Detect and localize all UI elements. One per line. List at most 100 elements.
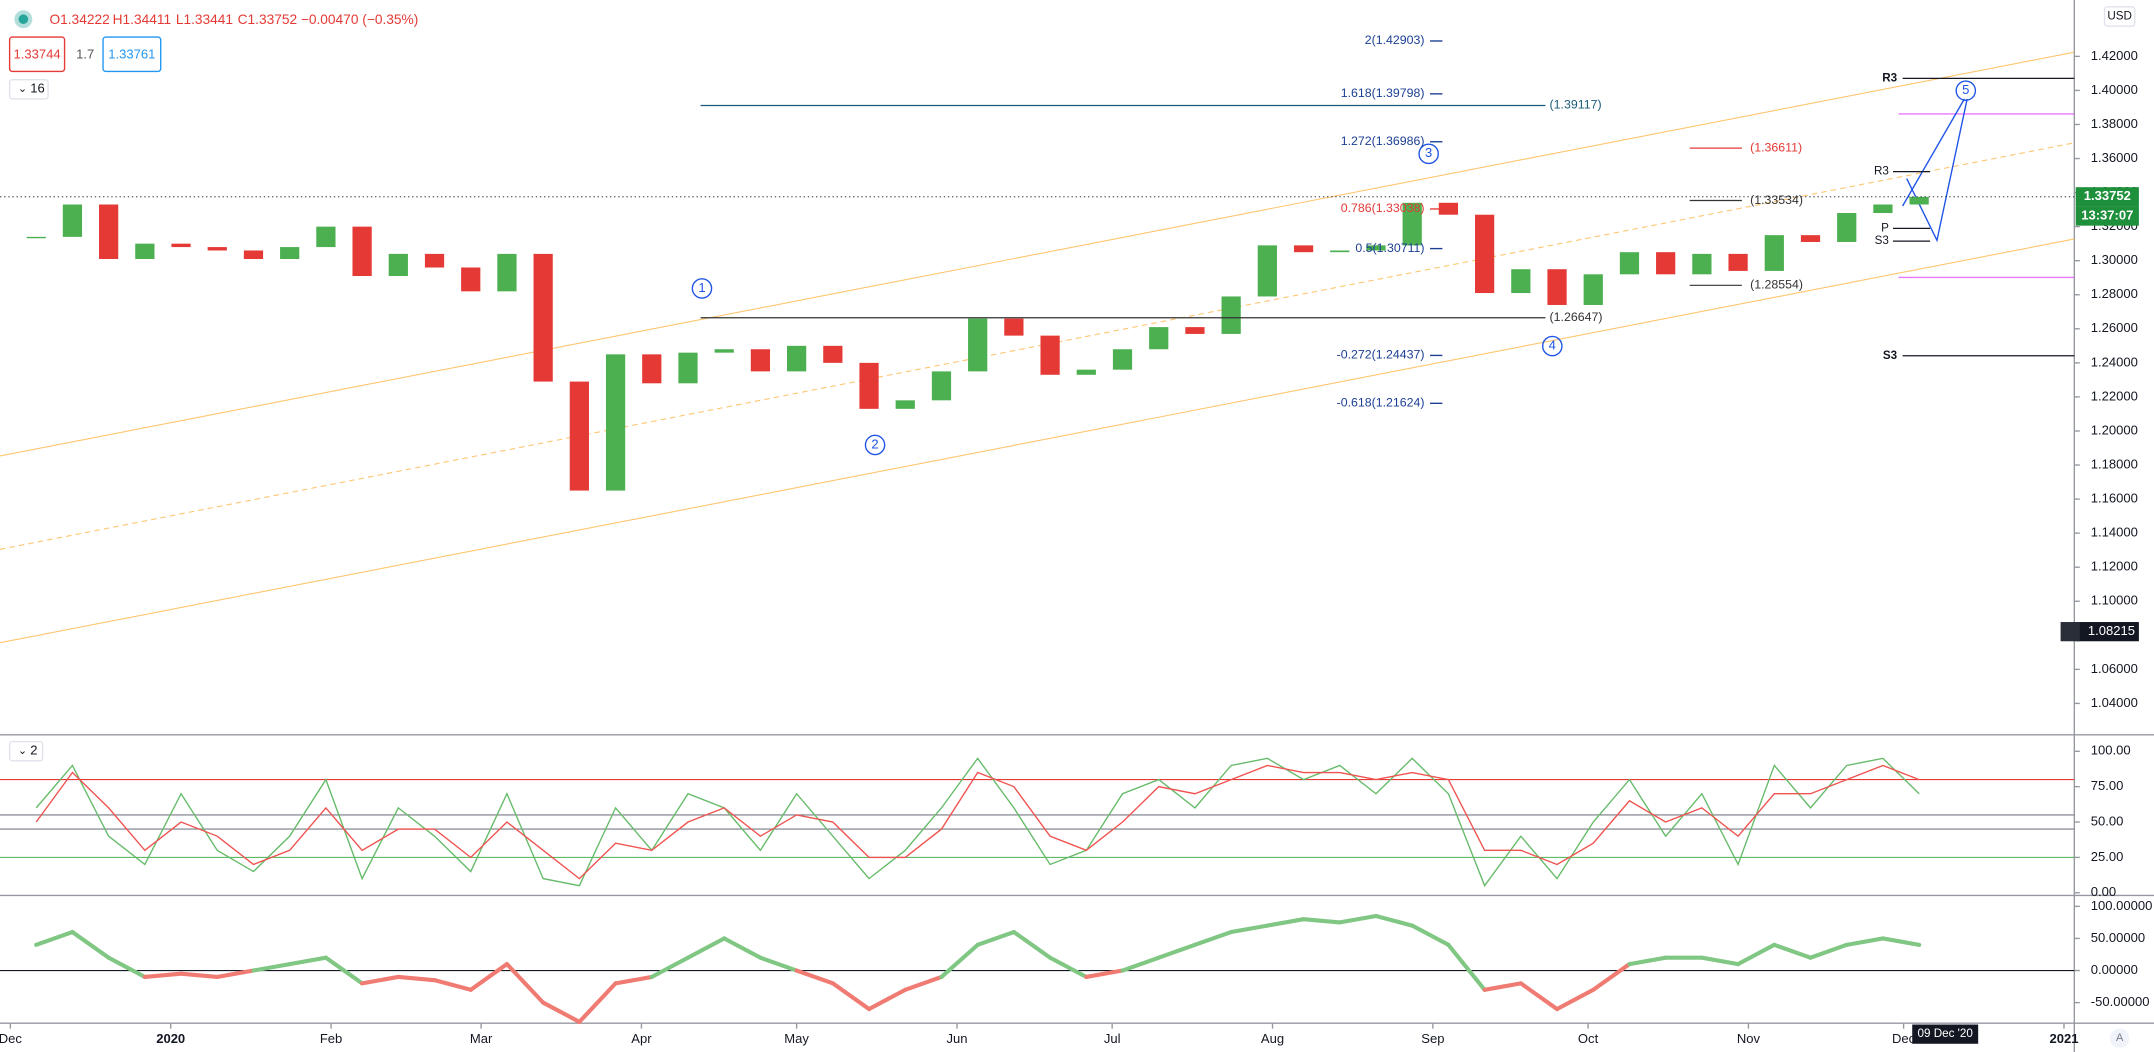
auto-scale-label[interactable]: A xyxy=(2116,1032,2124,1044)
candle xyxy=(1656,252,1676,275)
y-tick-label: -50.00000 xyxy=(2091,994,2150,1009)
indicator-toggle[interactable] xyxy=(8,78,49,100)
wave-label: 1 xyxy=(698,280,705,295)
wave-label: 4 xyxy=(1549,338,1556,353)
x-tick-label: Dec xyxy=(1892,1031,1916,1046)
candle xyxy=(1692,253,1712,275)
candle xyxy=(605,354,626,491)
ask-price[interactable]: 1.33761 xyxy=(108,46,155,61)
currency-box[interactable] xyxy=(2103,6,2136,27)
candle xyxy=(1800,235,1821,242)
candle xyxy=(678,352,698,384)
pivot-band xyxy=(1898,113,2075,279)
candle xyxy=(1837,213,1857,242)
candle xyxy=(243,250,264,259)
momentum-segment xyxy=(903,974,944,992)
indicator-toggle[interactable] xyxy=(8,740,44,762)
momentum-segment xyxy=(178,971,220,980)
pivot-label: S3 xyxy=(1875,234,1889,247)
y-tick-label: 1.40000 xyxy=(2091,82,2138,97)
chevron: ⌄ xyxy=(18,745,27,757)
wave-circle xyxy=(1955,80,1977,101)
ohlc-close: C1.33752 xyxy=(238,12,298,27)
pivot-label: P xyxy=(1881,221,1889,234)
crosshair-plus xyxy=(2060,622,2080,642)
cursor-date-box xyxy=(1912,1024,1979,1044)
x-tick-label: Sep xyxy=(1421,1031,1444,1046)
momentum-segment xyxy=(1482,981,1523,992)
x-tick-label: Jun xyxy=(946,1031,967,1046)
fib-label: 0.5(1.30711) xyxy=(1355,241,1424,255)
candle xyxy=(931,371,952,401)
candle xyxy=(750,349,771,372)
buy-button[interactable] xyxy=(102,36,162,73)
fib-label: 2(1.42903) xyxy=(1365,33,1425,47)
level-label: (1.39117) xyxy=(1550,98,1602,112)
y-tick-label: 1.26000 xyxy=(2091,320,2138,335)
fib-label: -0.272(1.24437) xyxy=(1337,348,1425,362)
wave-circle xyxy=(864,434,886,456)
momentum-segment xyxy=(939,942,980,980)
candle xyxy=(280,247,300,259)
candle xyxy=(1511,269,1531,294)
y-tick-label: 1.06000 xyxy=(2091,661,2138,676)
level-label: (1.33534) xyxy=(1750,193,1803,207)
momentum-segment xyxy=(215,968,256,980)
currency[interactable]: USD xyxy=(2107,10,2132,23)
oscillator-line xyxy=(35,757,1920,888)
x-tick-label: Mar xyxy=(470,1031,493,1046)
candle xyxy=(352,226,372,277)
sell-button[interactable] xyxy=(8,36,66,73)
momentum-segment xyxy=(323,955,365,986)
momentum-segment xyxy=(106,955,147,980)
candle xyxy=(497,253,517,292)
candle xyxy=(859,362,879,409)
candle xyxy=(207,247,227,251)
crosshair-price-box xyxy=(2075,622,2139,642)
y-tick-label: 75.00 xyxy=(2091,778,2124,793)
momentum-segment xyxy=(866,987,908,1012)
wave-circle xyxy=(691,278,713,299)
wave-label: 5 xyxy=(1962,82,1969,97)
momentum-segment xyxy=(1844,936,1885,947)
indicator-count[interactable]: 16 xyxy=(30,81,45,96)
momentum-segment xyxy=(541,1000,582,1024)
momentum-segment xyxy=(1373,913,1415,928)
momentum-segment xyxy=(1011,929,1053,960)
momentum-segment xyxy=(360,974,401,986)
momentum-segment xyxy=(1229,923,1270,935)
trend-line xyxy=(0,51,2075,457)
auto-scale-button[interactable] xyxy=(2110,1028,2130,1048)
candle xyxy=(26,236,46,239)
level-label: (1.36611) xyxy=(1750,140,1802,154)
momentum-segment xyxy=(1446,942,1487,992)
indicator-count[interactable]: 2 xyxy=(30,743,37,758)
candle xyxy=(461,267,481,292)
x-tick-label: May xyxy=(784,1031,809,1046)
candle xyxy=(1873,204,1893,214)
momentum-segment xyxy=(1337,913,1379,925)
ohlc-low: L1.33441 xyxy=(176,12,233,27)
pivot-label: S3 xyxy=(1883,349,1898,362)
crosshair-price: 1.08215 xyxy=(2088,623,2135,638)
candle xyxy=(1474,214,1495,294)
bid-price[interactable]: 1.33744 xyxy=(14,46,61,61)
spread: 1.7 xyxy=(76,46,94,61)
momentum-segment xyxy=(1699,955,1741,967)
candle xyxy=(316,226,336,248)
countdown-box xyxy=(2075,206,2139,226)
oscillator-line xyxy=(35,764,1920,880)
candle xyxy=(823,345,843,363)
momentum-segment xyxy=(1265,917,1306,928)
wave-circle xyxy=(1418,143,1439,165)
candle xyxy=(1402,202,1422,246)
x-tick-label: Apr xyxy=(631,1031,652,1046)
momentum-segment xyxy=(468,962,510,992)
x-tick-label: Oct xyxy=(1578,1031,1599,1046)
y-tick-label: 1.14000 xyxy=(2091,525,2138,540)
candle xyxy=(388,253,408,277)
y-tick-label: 50.00000 xyxy=(2091,930,2145,945)
y-tick-label: 1.04000 xyxy=(2091,695,2138,710)
fib-label: 0.786(1.33038) xyxy=(1341,201,1425,215)
trend-line xyxy=(0,238,2075,644)
